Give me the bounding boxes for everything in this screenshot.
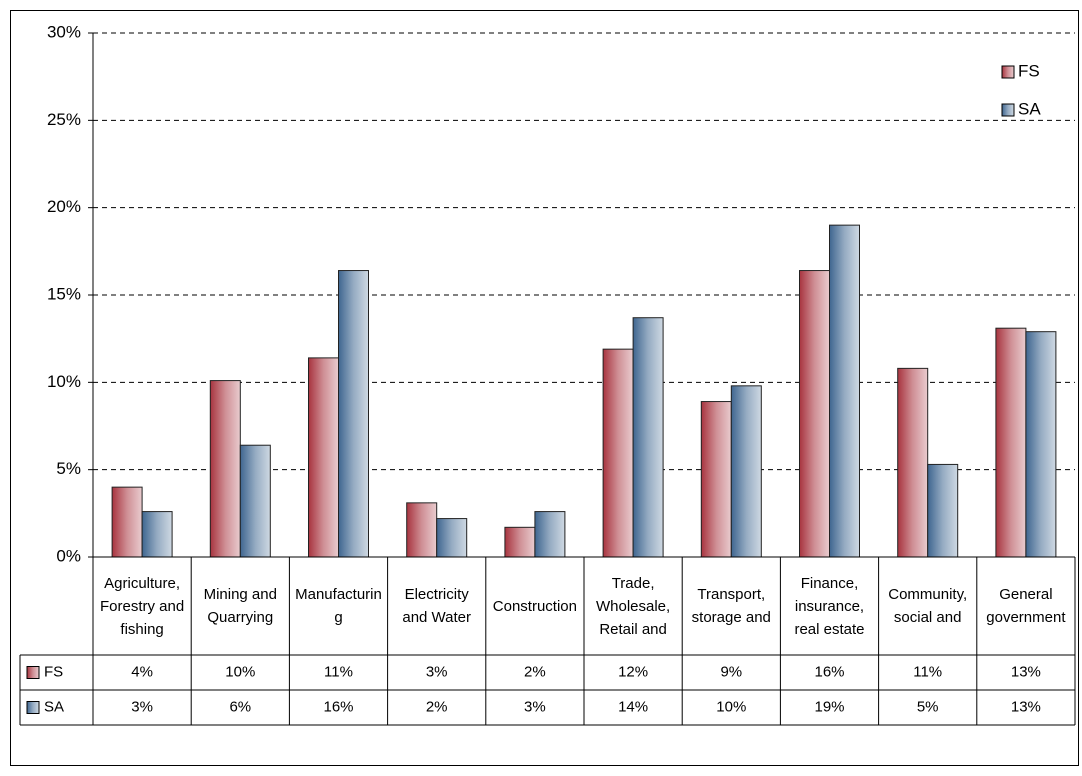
category-cell: Mining and Quarrying	[203, 586, 277, 626]
legend-label: SA	[44, 698, 64, 715]
table-value: 13%	[1011, 663, 1041, 680]
category-cell: Community, social and	[888, 586, 968, 626]
table-value: 13%	[1011, 698, 1041, 715]
bar	[829, 224, 860, 558]
y-tick-label: 20%	[47, 197, 81, 216]
bar	[308, 357, 339, 558]
table-value: 2%	[524, 663, 546, 680]
category-cell: Finance, insurance, real estate	[794, 574, 865, 638]
category-cell: Manufacturing	[295, 586, 382, 626]
legend-key	[26, 666, 40, 679]
table-value: 2%	[426, 698, 448, 715]
y-tick-label: 25%	[47, 110, 81, 129]
bar	[927, 463, 959, 558]
legend-key	[1001, 65, 1015, 79]
y-tick-label: 10%	[47, 372, 81, 391]
bar	[534, 511, 566, 558]
table-value: 11%	[913, 663, 942, 680]
y-tick-label: 0%	[56, 546, 81, 565]
x-tick-label: Construction	[492, 597, 577, 615]
table-value: 16%	[814, 663, 844, 680]
category-cell: General government	[986, 586, 1066, 626]
bar	[799, 270, 830, 558]
bar	[436, 518, 468, 558]
bar	[239, 444, 271, 558]
table-value: 3%	[131, 698, 153, 715]
bar	[209, 380, 241, 558]
y-tick-label: 15%	[47, 284, 81, 303]
table-value: 5%	[917, 698, 939, 715]
legend-label: SA	[1018, 99, 1041, 118]
table-value: 9%	[720, 663, 742, 680]
bar	[1025, 331, 1057, 558]
bar	[995, 327, 1027, 558]
x-tick-label: Trade, Wholesale, Retail and	[595, 574, 671, 638]
legend-key	[26, 701, 40, 714]
x-tick-label: Electricity and Water	[402, 586, 472, 626]
x-tick-label: Community, social and	[888, 586, 968, 626]
table-value: 12%	[618, 663, 648, 680]
legend-label: FS	[44, 663, 63, 680]
x-tick-label: Finance, insurance, real estate	[794, 574, 865, 638]
bar	[141, 511, 173, 558]
x-tick-label: Transport, storage and	[691, 586, 771, 626]
y-tick-label: 5%	[56, 459, 81, 478]
table-value: 3%	[524, 698, 546, 715]
table-value: 3%	[426, 663, 448, 680]
bar	[504, 526, 536, 558]
table-value: 16%	[323, 698, 353, 715]
table-value: 6%	[229, 698, 251, 715]
x-tick-label: General government	[986, 586, 1066, 626]
x-tick-label: Agriculture, Forestry and fishing	[99, 574, 185, 638]
bar	[730, 385, 762, 558]
category-cell: Construction	[492, 597, 577, 615]
bar	[700, 401, 732, 558]
bar	[111, 486, 143, 558]
bar	[338, 270, 369, 558]
bar	[406, 502, 438, 558]
category-cell: Agriculture, Forestry and fishing	[99, 574, 185, 638]
category-cell: Electricity and Water	[402, 586, 472, 626]
table-value: 14%	[618, 698, 648, 715]
category-cell: Transport, storage and	[691, 586, 771, 626]
table-value: 11%	[324, 663, 353, 680]
table-value: 19%	[814, 698, 844, 715]
table-value: 10%	[716, 698, 746, 715]
bar	[632, 317, 664, 558]
table-value: 10%	[225, 663, 255, 680]
bar	[897, 367, 929, 558]
x-tick-label: Mining and Quarrying	[203, 586, 277, 626]
bar	[602, 348, 634, 558]
category-cell: Trade, Wholesale, Retail and	[595, 574, 671, 638]
x-tick-label: Manufacturing	[295, 586, 382, 626]
y-tick-label: 30%	[47, 22, 81, 41]
legend-key	[1001, 103, 1015, 117]
legend-label: FS	[1018, 61, 1040, 80]
table-value: 4%	[131, 663, 153, 680]
